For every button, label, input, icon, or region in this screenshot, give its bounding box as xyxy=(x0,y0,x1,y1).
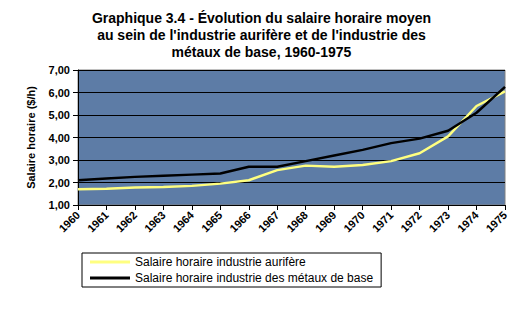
svg-text:4,00: 4,00 xyxy=(49,132,70,144)
svg-text:1975: 1975 xyxy=(483,209,509,235)
svg-text:7,00: 7,00 xyxy=(49,64,70,76)
svg-text:1973: 1973 xyxy=(427,209,453,235)
svg-text:1965: 1965 xyxy=(199,209,225,235)
svg-text:1962: 1962 xyxy=(113,209,139,235)
svg-text:1968: 1968 xyxy=(284,209,310,235)
svg-text:1961: 1961 xyxy=(85,209,111,235)
svg-text:1972: 1972 xyxy=(398,209,424,235)
svg-text:5,00: 5,00 xyxy=(49,109,70,121)
svg-text:1,00: 1,00 xyxy=(49,199,70,211)
svg-text:métaux de base, 1960-1975: métaux de base, 1960-1975 xyxy=(172,44,352,60)
svg-text:Graphique 3.4 - Évolution du s: Graphique 3.4 - Évolution du salaire hor… xyxy=(92,10,431,26)
svg-text:6,00: 6,00 xyxy=(49,87,70,99)
svg-text:Salaire horaire ($/h): Salaire horaire ($/h) xyxy=(25,86,37,189)
svg-text:3,00: 3,00 xyxy=(49,154,70,166)
svg-text:1963: 1963 xyxy=(142,209,168,235)
svg-text:1964: 1964 xyxy=(170,208,196,234)
svg-text:2,00: 2,00 xyxy=(49,177,70,189)
svg-text:Salaire horaire industrie des: Salaire horaire industrie des métaux de … xyxy=(135,271,373,285)
svg-text:Salaire horaire industrie auri: Salaire horaire industrie aurifère xyxy=(135,255,306,269)
svg-text:1966: 1966 xyxy=(227,209,253,235)
svg-text:1967: 1967 xyxy=(256,209,282,235)
svg-text:au sein de l'industrie aurifèr: au sein de l'industrie aurifère et de l'… xyxy=(97,27,426,43)
svg-text:1971: 1971 xyxy=(370,209,396,235)
svg-text:1970: 1970 xyxy=(341,209,367,235)
svg-text:1960: 1960 xyxy=(56,209,82,235)
svg-text:1974: 1974 xyxy=(455,208,481,234)
svg-text:1969: 1969 xyxy=(313,209,339,235)
